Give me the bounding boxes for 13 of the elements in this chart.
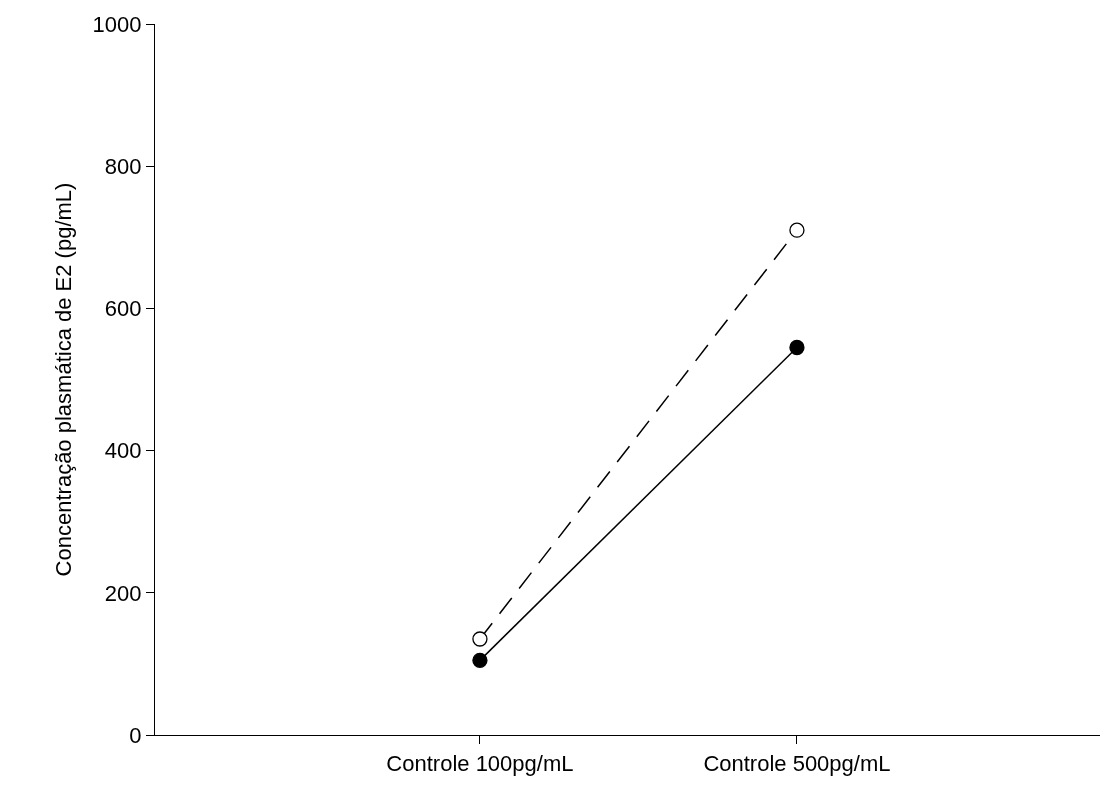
x-tick-label: Controle 100pg/mL (386, 750, 574, 776)
y-tick-label: 600 (104, 296, 142, 322)
y-tick-label: 1000 (92, 11, 142, 37)
point (472, 652, 488, 668)
y-axis-title: Concentração plasmática de E2 (pg/mL) (51, 182, 77, 577)
y-tick-label: 400 (104, 438, 142, 464)
x-tick-label: Controle 500pg/mL (703, 750, 891, 776)
point (472, 631, 488, 647)
y-tick-label: 200 (104, 580, 142, 606)
point (789, 339, 805, 356)
point (789, 222, 805, 238)
y-tick-label: 800 (104, 153, 142, 179)
y-tick-label: 0 (129, 722, 142, 748)
